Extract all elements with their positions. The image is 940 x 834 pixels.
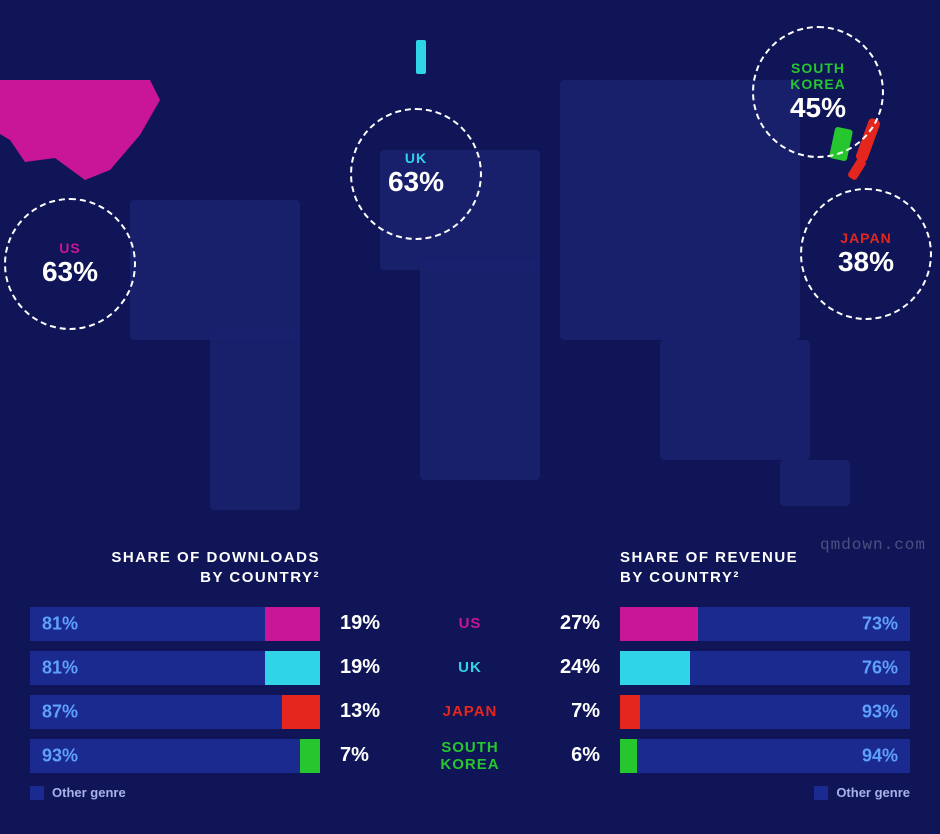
legend-label-left: Other genre — [52, 785, 126, 800]
legend-right: Other genre — [620, 785, 910, 800]
continent-shape — [210, 330, 300, 510]
downloads-own-pct: 19% — [340, 612, 400, 635]
stat-circle-pct: 63% — [42, 256, 98, 288]
revenue-bar-uk: 76% — [620, 651, 910, 685]
revenue-bar-sk: 94% — [620, 739, 910, 773]
chart-row-uk: 81% 19% UK 24% 76% — [30, 651, 910, 685]
stat-circle-country: SOUTHKOREA — [790, 60, 846, 92]
legend-swatch-right — [814, 786, 828, 800]
country-label-us: US — [420, 615, 520, 632]
stat-circle-country: US — [59, 240, 80, 256]
revenue-bar-jp: 93% — [620, 695, 910, 729]
stat-circle-country: JAPAN — [840, 230, 891, 246]
downloads-bar-us: 81% — [30, 607, 320, 641]
revenue-other-pct: 93% — [862, 701, 898, 722]
revenue-other-seg: 94% — [637, 739, 910, 773]
continent-shape — [130, 200, 300, 340]
stat-circle-pct: 45% — [790, 92, 846, 124]
downloads-other-pct: 87% — [42, 701, 78, 722]
revenue-own-seg — [620, 695, 640, 729]
country-label-sk: SOUTHKOREA — [420, 739, 520, 774]
stat-circle-country: UK — [405, 150, 427, 166]
downloads-own-seg — [265, 651, 320, 685]
revenue-bar-us: 73% — [620, 607, 910, 641]
us-shape — [0, 80, 160, 180]
legend-label-right: Other genre — [836, 785, 910, 800]
downloads-title-line2: BY COUNTRY² — [200, 569, 320, 586]
downloads-other-seg: 81% — [30, 651, 265, 685]
revenue-other-seg: 73% — [698, 607, 910, 641]
continent-shape — [780, 460, 850, 506]
revenue-own-pct: 24% — [540, 656, 600, 679]
revenue-other-seg: 76% — [690, 651, 910, 685]
map-area: US63%UK63%SOUTHKOREA45%JAPAN38% — [0, 0, 940, 520]
revenue-own-pct: 7% — [540, 700, 600, 723]
revenue-other-pct: 76% — [862, 657, 898, 678]
uk-shape — [416, 40, 426, 74]
downloads-own-seg — [282, 695, 320, 729]
chart-row-jp: 87% 13% JAPAN 7% 93% — [30, 695, 910, 729]
stat-circle-pct: 63% — [388, 166, 444, 198]
revenue-other-pct: 73% — [862, 613, 898, 634]
japan-shape-2 — [847, 157, 867, 181]
revenue-chart-title: SHARE OF REVENUE BY COUNTRY² — [620, 548, 910, 589]
downloads-bar-uk: 81% — [30, 651, 320, 685]
downloads-bar-sk: 93% — [30, 739, 320, 773]
chart-row-sk: 93% 7% SOUTHKOREA 6% 94% — [30, 739, 910, 774]
downloads-own-seg — [265, 607, 320, 641]
downloads-other-seg: 93% — [30, 739, 300, 773]
revenue-other-pct: 94% — [862, 745, 898, 766]
revenue-own-seg — [620, 651, 690, 685]
downloads-own-pct: 19% — [340, 656, 400, 679]
country-label-uk: UK — [420, 659, 520, 676]
downloads-other-seg: 81% — [30, 607, 265, 641]
legend-left: Other genre — [30, 785, 320, 800]
continent-shape — [660, 340, 810, 460]
downloads-other-seg: 87% — [30, 695, 282, 729]
downloads-other-pct: 81% — [42, 657, 78, 678]
charts-area: SHARE OF DOWNLOADS BY COUNTRY² SHARE OF … — [30, 548, 910, 800]
chart-row-us: 81% 19% US 27% 73% — [30, 607, 910, 641]
revenue-other-seg: 93% — [640, 695, 910, 729]
country-label-jp: JAPAN — [420, 703, 520, 720]
downloads-title-line1: SHARE OF DOWNLOADS — [111, 549, 320, 566]
revenue-own-pct: 27% — [540, 612, 600, 635]
revenue-title-line2: BY COUNTRY² — [620, 569, 740, 586]
downloads-own-pct: 13% — [340, 700, 400, 723]
revenue-title-line1: SHARE OF REVENUE — [620, 549, 798, 566]
us-polygon — [0, 80, 160, 180]
downloads-chart-title: SHARE OF DOWNLOADS BY COUNTRY² — [30, 548, 320, 589]
downloads-bar-jp: 87% — [30, 695, 320, 729]
legend-swatch-left — [30, 786, 44, 800]
stat-circle-us: US63% — [4, 198, 136, 330]
downloads-other-pct: 93% — [42, 745, 78, 766]
revenue-own-pct: 6% — [540, 744, 600, 767]
continent-shape — [420, 260, 540, 480]
revenue-own-seg — [620, 607, 698, 641]
downloads-own-pct: 7% — [340, 744, 400, 767]
stat-circle-uk: UK63% — [350, 108, 482, 240]
downloads-other-pct: 81% — [42, 613, 78, 634]
stat-circle-pct: 38% — [838, 246, 894, 278]
downloads-own-seg — [300, 739, 320, 773]
stat-circle-jp: JAPAN38% — [800, 188, 932, 320]
revenue-own-seg — [620, 739, 637, 773]
stat-circle-sk: SOUTHKOREA45% — [752, 26, 884, 158]
